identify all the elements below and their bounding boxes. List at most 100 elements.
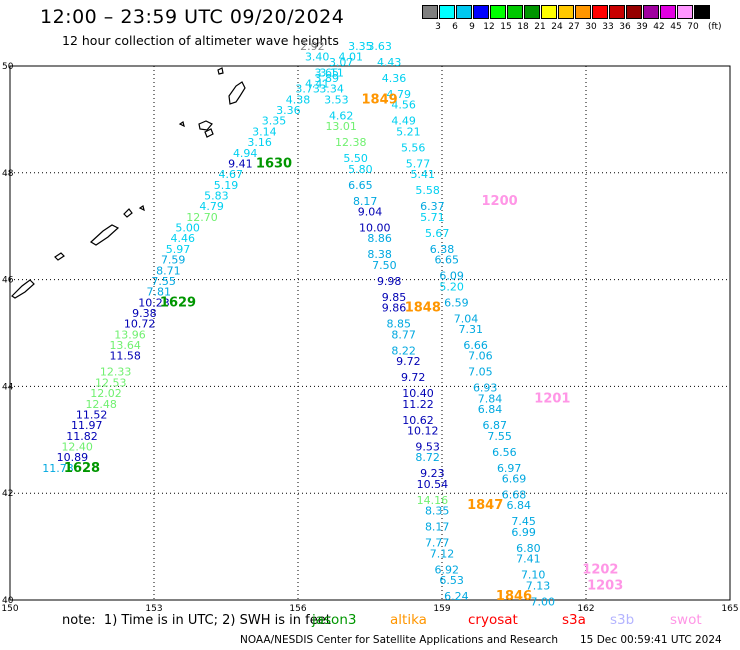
swh-value: 5.97 bbox=[166, 243, 191, 256]
swh-value: 4.79 bbox=[387, 88, 412, 101]
legend-label: 36 bbox=[619, 22, 631, 32]
swh-value: 6.97 bbox=[497, 462, 522, 475]
swh-value: 5.00 bbox=[175, 222, 200, 235]
footer-note: note: 1) Time is in UTC; 2) SWH is in fe… bbox=[62, 613, 331, 628]
lon-tick-label: 159 bbox=[433, 604, 450, 614]
swh-value: 5.20 bbox=[439, 280, 464, 293]
legend-swatch bbox=[507, 5, 523, 19]
swh-value: 7.55 bbox=[151, 275, 176, 288]
swh-value: 9.98 bbox=[377, 275, 402, 288]
swh-value: 3.40 bbox=[305, 51, 330, 64]
pass-time-label: 1203 bbox=[587, 578, 623, 593]
swh-value: 11.22 bbox=[402, 398, 434, 411]
swh-value: 10.00 bbox=[359, 222, 391, 235]
swh-value: 4.36 bbox=[382, 72, 407, 85]
swh-value: 6.99 bbox=[511, 526, 536, 539]
swh-value: 9.38 bbox=[132, 307, 157, 320]
swh-value: 10.12 bbox=[407, 424, 439, 437]
time-labels: 1628 1629 1630 1849 1848 1847 1846 1200 1201 1202… bbox=[64, 92, 623, 604]
swh-value: 7.12 bbox=[430, 547, 455, 560]
legend-swatch bbox=[643, 5, 659, 19]
legend-swatch bbox=[575, 5, 591, 19]
swh-value: 7.13 bbox=[526, 579, 551, 592]
lat-tick-label: 48 bbox=[2, 169, 14, 179]
pass-time-label: 1847 bbox=[467, 498, 503, 513]
swh-value: 12.38 bbox=[335, 136, 367, 149]
pass-time-label: 1630 bbox=[256, 156, 292, 171]
swh-value: 6.80 bbox=[516, 542, 541, 555]
legend-swatch bbox=[473, 5, 489, 19]
map-grid bbox=[9, 65, 731, 601]
legend-swatch bbox=[541, 5, 557, 19]
track-sentinel3b: 3.63 4.43 4.36 4.794.56 4.495.21 5.56 5.775.41… bbox=[367, 40, 555, 608]
legend-label: 30 bbox=[585, 22, 597, 32]
swh-value: 7.00 bbox=[531, 595, 556, 608]
pass-time-label: 1202 bbox=[582, 562, 618, 577]
satellite-altika: altika bbox=[390, 612, 427, 628]
legend-label: 12 bbox=[483, 22, 495, 32]
swh-value: 5.58 bbox=[415, 184, 440, 197]
legend-swatch bbox=[677, 5, 693, 19]
altimeter-tracks: 11.7310.8912.4011.8211.9711.5212.4812.02… bbox=[42, 40, 555, 608]
swh-value: 9.85 bbox=[382, 291, 407, 304]
lat-tick-label: 46 bbox=[2, 276, 14, 286]
swh-value: 11.52 bbox=[76, 408, 108, 421]
footer-timestamp: 15 Dec 00:59:41 UTC 2024 bbox=[580, 634, 722, 646]
swh-value: 7.05 bbox=[468, 366, 493, 379]
swh-value: 9.23 bbox=[420, 467, 445, 480]
swh-value: 3.65 bbox=[315, 67, 340, 80]
legend-label: 39 bbox=[636, 22, 648, 32]
island-outline bbox=[217, 67, 224, 75]
legend-swatch bbox=[592, 5, 608, 19]
swh-value: 6.56 bbox=[492, 446, 517, 459]
swh-value: 10.72 bbox=[124, 318, 156, 331]
land-outlines bbox=[11, 67, 246, 299]
legend-swatch bbox=[524, 5, 540, 19]
footer-credit: NOAA/NESDIS Center for Satellite Applica… bbox=[240, 634, 558, 646]
pass-time-label: 1629 bbox=[160, 295, 196, 310]
swh-value: 2.92 bbox=[300, 40, 325, 53]
swh-value: 6.09 bbox=[439, 270, 464, 283]
swh-value: 6.68 bbox=[502, 489, 527, 502]
track-jason3-a: 11.7310.8912.4011.8211.9711.5212.4812.02… bbox=[42, 40, 339, 475]
swh-value: 10.40 bbox=[402, 387, 434, 400]
swh-value: 8.86 bbox=[367, 232, 392, 245]
lat-tick-label: 50 bbox=[2, 62, 14, 72]
swh-value: 11.73 bbox=[42, 462, 74, 475]
swh-value: 11.82 bbox=[66, 430, 98, 443]
swh-value: 5.83 bbox=[204, 190, 229, 203]
swh-value: 8.17 bbox=[425, 521, 450, 534]
swh-value: 3.14 bbox=[252, 125, 277, 138]
swh-value: 5.80 bbox=[348, 163, 373, 176]
satellite-s3a: s3a bbox=[562, 612, 586, 628]
legend-swatch bbox=[609, 5, 625, 19]
swh-value: 3.53 bbox=[324, 93, 349, 106]
lat-tick-label: 44 bbox=[2, 382, 14, 392]
swh-value: 9.04 bbox=[358, 206, 383, 219]
swh-value: 7.59 bbox=[161, 254, 186, 267]
legend-label: 33 bbox=[602, 22, 614, 32]
swh-value: 3.89 bbox=[315, 72, 340, 85]
legend-unit: (ft) bbox=[708, 22, 722, 32]
swh-value: 7.04 bbox=[454, 312, 479, 325]
legend-swatch bbox=[456, 5, 472, 19]
swh-value: 3.16 bbox=[247, 136, 272, 149]
swh-value: 8.85 bbox=[387, 318, 412, 331]
swh-value: 10.23 bbox=[138, 296, 170, 309]
swh-value: 7.31 bbox=[459, 323, 484, 336]
swh-value: 7.06 bbox=[468, 350, 493, 363]
swh-value: 3.73 bbox=[295, 83, 320, 96]
swh-value: 4.94 bbox=[233, 147, 258, 160]
legend-label: 45 bbox=[670, 22, 682, 32]
swh-value: 6.38 bbox=[430, 243, 455, 256]
swh-value: 6.84 bbox=[478, 403, 503, 416]
lon-tick-label: 162 bbox=[577, 604, 594, 614]
swh-value: 3.35 bbox=[262, 115, 287, 128]
swh-value: 3.63 bbox=[367, 40, 392, 53]
swh-value: 6.69 bbox=[502, 473, 527, 486]
swh-value: 4.41 bbox=[305, 77, 330, 90]
swh-value: 6.65 bbox=[348, 179, 373, 192]
swh-value: 6.92 bbox=[435, 563, 460, 576]
swh-value: 4.49 bbox=[391, 115, 416, 128]
